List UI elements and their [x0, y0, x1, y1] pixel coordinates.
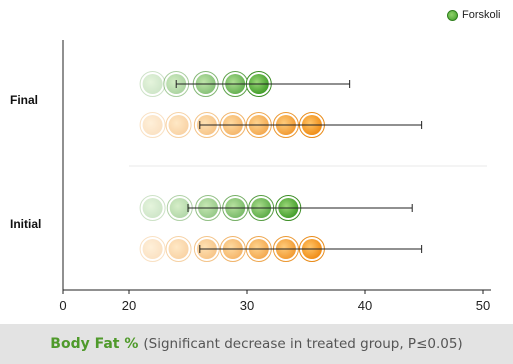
dot-control-initial	[165, 236, 192, 262]
body-fat-chart: 0 20 30 40 50 Final Initial	[10, 40, 491, 313]
chart-caption: Body Fat % (Significant decrease in trea…	[0, 324, 513, 364]
category-label-final: Final	[10, 93, 38, 107]
category-label-initial: Initial	[10, 217, 41, 231]
dot-control-final	[165, 112, 192, 138]
dot-fill	[142, 115, 163, 135]
legend-forskoli-label: Forskoli	[462, 9, 501, 21]
dot-forskoli-final	[139, 71, 166, 97]
dot-fill	[142, 198, 163, 218]
dot-control-initial	[139, 236, 166, 262]
x-tick-label: 20	[122, 298, 136, 313]
dot-control-final	[139, 112, 166, 138]
dot-fill	[142, 239, 163, 259]
legend-forskoli-icon	[447, 9, 458, 21]
dot-fill	[168, 239, 189, 259]
caption-metric: Body Fat %	[50, 336, 139, 352]
x-tick-label: 50	[476, 298, 490, 313]
dot-forskoli-initial	[139, 195, 166, 221]
dot-fill	[169, 198, 190, 218]
x-tick-label: 30	[240, 298, 254, 313]
x-tick-label: 40	[358, 298, 372, 313]
caption-note: (Significant decrease in treated group, …	[143, 336, 463, 352]
legend: Forskoli	[447, 9, 501, 21]
dot-fill	[168, 115, 189, 135]
x-tick-label: 0	[59, 298, 66, 313]
dot-fill	[142, 74, 163, 94]
